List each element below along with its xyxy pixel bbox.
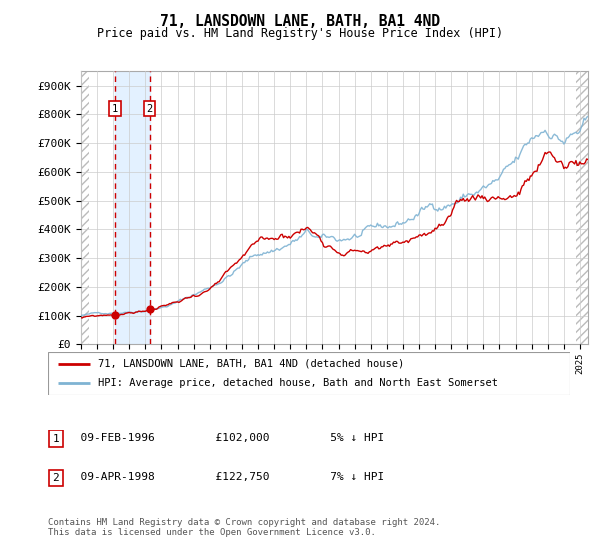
Text: HPI: Average price, detached house, Bath and North East Somerset: HPI: Average price, detached house, Bath… [98, 379, 497, 388]
Text: 2: 2 [52, 473, 59, 483]
Text: Contains HM Land Registry data © Crown copyright and database right 2024.
This d: Contains HM Land Registry data © Crown c… [48, 518, 440, 538]
Bar [576, 71, 588, 344]
Text: 71, LANSDOWN LANE, BATH, BA1 4ND: 71, LANSDOWN LANE, BATH, BA1 4ND [160, 14, 440, 29]
Text: 71, LANSDOWN LANE, BATH, BA1 4ND (detached house): 71, LANSDOWN LANE, BATH, BA1 4ND (detach… [98, 359, 404, 368]
Text: 1: 1 [52, 434, 59, 444]
Text: 09-APR-1998         £122,750         7% ↓ HPI: 09-APR-1998 £122,750 7% ↓ HPI [67, 472, 385, 482]
Text: 1: 1 [112, 104, 118, 114]
Text: Price paid vs. HM Land Registry's House Price Index (HPI): Price paid vs. HM Land Registry's House … [97, 27, 503, 40]
Bar [115, 71, 150, 344]
Text: 2: 2 [146, 104, 153, 114]
Bar [81, 71, 89, 344]
Text: 09-FEB-1996         £102,000         5% ↓ HPI: 09-FEB-1996 £102,000 5% ↓ HPI [67, 433, 385, 443]
